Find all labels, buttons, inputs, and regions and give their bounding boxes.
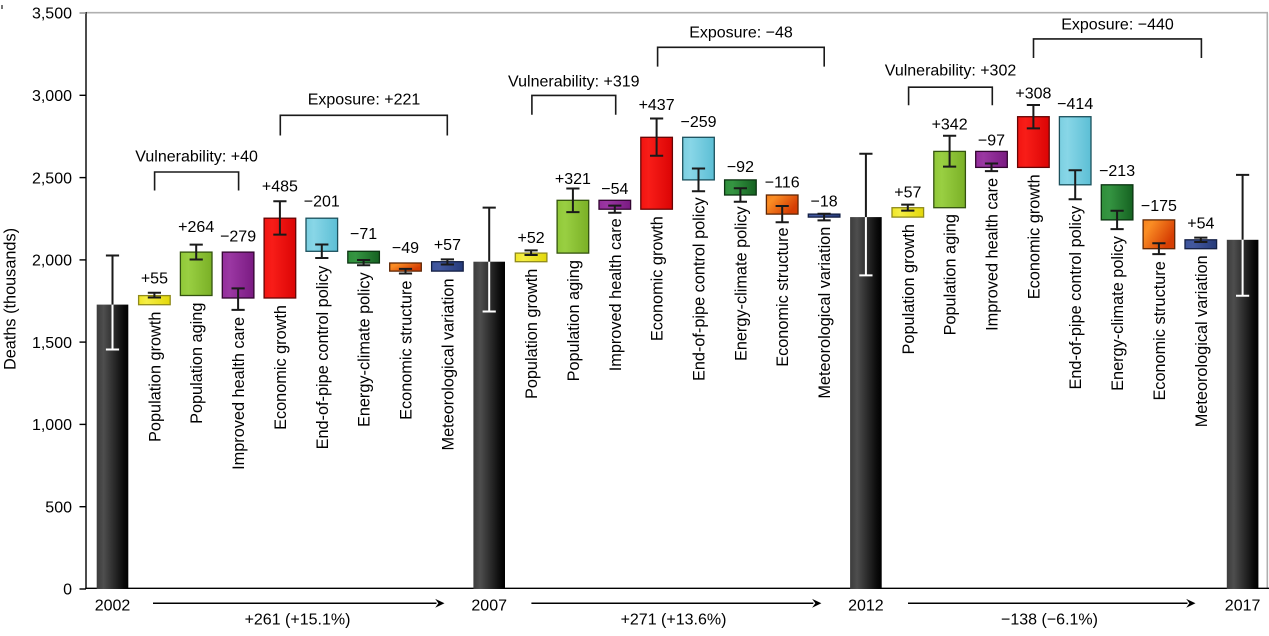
svg-text:+342: +342 [932,117,968,134]
svg-text:−97: −97 [978,132,1005,149]
svg-text:Population growth: Population growth [523,269,541,399]
svg-text:+54: +54 [1187,215,1214,232]
svg-text:Improved health care: Improved health care [984,178,1002,331]
svg-text:0: 0 [63,582,72,599]
svg-text:+264: +264 [178,219,214,236]
svg-text:−92: −92 [727,159,754,176]
svg-text:Population aging: Population aging [565,260,583,381]
svg-text:+52: +52 [518,230,545,247]
svg-text:Economic growth: Economic growth [272,305,290,430]
svg-text:+271 (+13.6%): +271 (+13.6%) [621,612,727,629]
svg-text:Economic growth: Economic growth [1025,174,1043,299]
svg-text:2012: 2012 [848,598,884,615]
svg-text:−18: −18 [811,194,838,211]
svg-text:2007: 2007 [471,598,507,615]
svg-text:Exposure: +221: Exposure: +221 [308,91,421,108]
svg-text:−49: −49 [392,240,419,257]
svg-text:Improved health care: Improved health care [607,218,625,371]
svg-text:3,000: 3,000 [32,88,72,105]
svg-text:End-of-pipe control policy: End-of-pipe control policy [314,265,332,450]
svg-text:−201: −201 [304,193,340,210]
svg-text:−414: −414 [1057,96,1093,113]
svg-text:Economic structure: Economic structure [774,227,792,366]
svg-text:Population aging: Population aging [188,303,206,424]
svg-text:+437: +437 [639,97,675,114]
svg-text:Energy-climate policy: Energy-climate policy [356,271,374,427]
svg-text:−213: −213 [1099,163,1135,180]
svg-text:−54: −54 [601,181,628,198]
svg-text:+57: +57 [434,237,461,254]
svg-text:Economic structure: Economic structure [1151,261,1169,400]
svg-text:Population growth: Population growth [900,224,918,354]
svg-text:+261 (+15.1%): +261 (+15.1%) [245,612,351,629]
svg-text:Economic structure: Economic structure [398,281,416,420]
svg-text:Improved health care: Improved health care [230,317,248,470]
svg-text:2017: 2017 [1225,598,1261,615]
svg-text:1,500: 1,500 [32,335,72,352]
svg-text:Vulnerability: +302: Vulnerability: +302 [885,63,1017,80]
svg-text:−71: −71 [350,226,377,243]
svg-text:−259: −259 [680,114,716,131]
svg-text:2002: 2002 [95,598,131,615]
svg-text:1,000: 1,000 [32,417,72,434]
svg-text:End-of-pipe control policy: End-of-pipe control policy [1067,205,1085,390]
svg-text:+485: +485 [262,178,298,195]
svg-text:Population aging: Population aging [942,214,960,335]
svg-text:−116: −116 [765,175,800,192]
svg-text:+308: +308 [1015,85,1051,102]
svg-text:End-of-pipe control policy: End-of-pipe control policy [691,196,709,381]
svg-text:Meteorological variation: Meteorological variation [439,279,457,451]
svg-text:+57: +57 [894,185,921,202]
svg-text:Energy-climate policy: Energy-climate policy [732,205,750,361]
svg-text:Meteorological variation: Meteorological variation [1193,255,1211,427]
svg-text:2,500: 2,500 [32,170,72,187]
svg-text:+321: +321 [555,171,591,188]
svg-text:3,500: 3,500 [32,6,72,23]
svg-text:500: 500 [45,499,72,516]
svg-text:Economic growth: Economic growth [649,216,667,341]
svg-text:Vulnerability: +40: Vulnerability: +40 [135,148,258,165]
svg-text:Exposure: −48: Exposure: −48 [689,25,793,42]
svg-text:−175: −175 [1141,198,1177,215]
svg-text:2,000: 2,000 [32,253,72,270]
svg-text:Deaths (thousands): Deaths (thousands) [2,228,20,370]
svg-text:Exposure: −440: Exposure: −440 [1061,16,1174,33]
svg-text:−138 (−6.1%): −138 (−6.1%) [1001,612,1098,629]
svg-text:Population growth: Population growth [146,312,164,442]
svg-text:−279: −279 [220,228,256,245]
svg-text:+55: +55 [141,271,168,288]
svg-text:Meteorological variation: Meteorological variation [816,227,834,399]
svg-text:Energy-climate policy: Energy-climate policy [1109,235,1127,391]
svg-text:Vulnerability: +319: Vulnerability: +319 [508,74,640,91]
